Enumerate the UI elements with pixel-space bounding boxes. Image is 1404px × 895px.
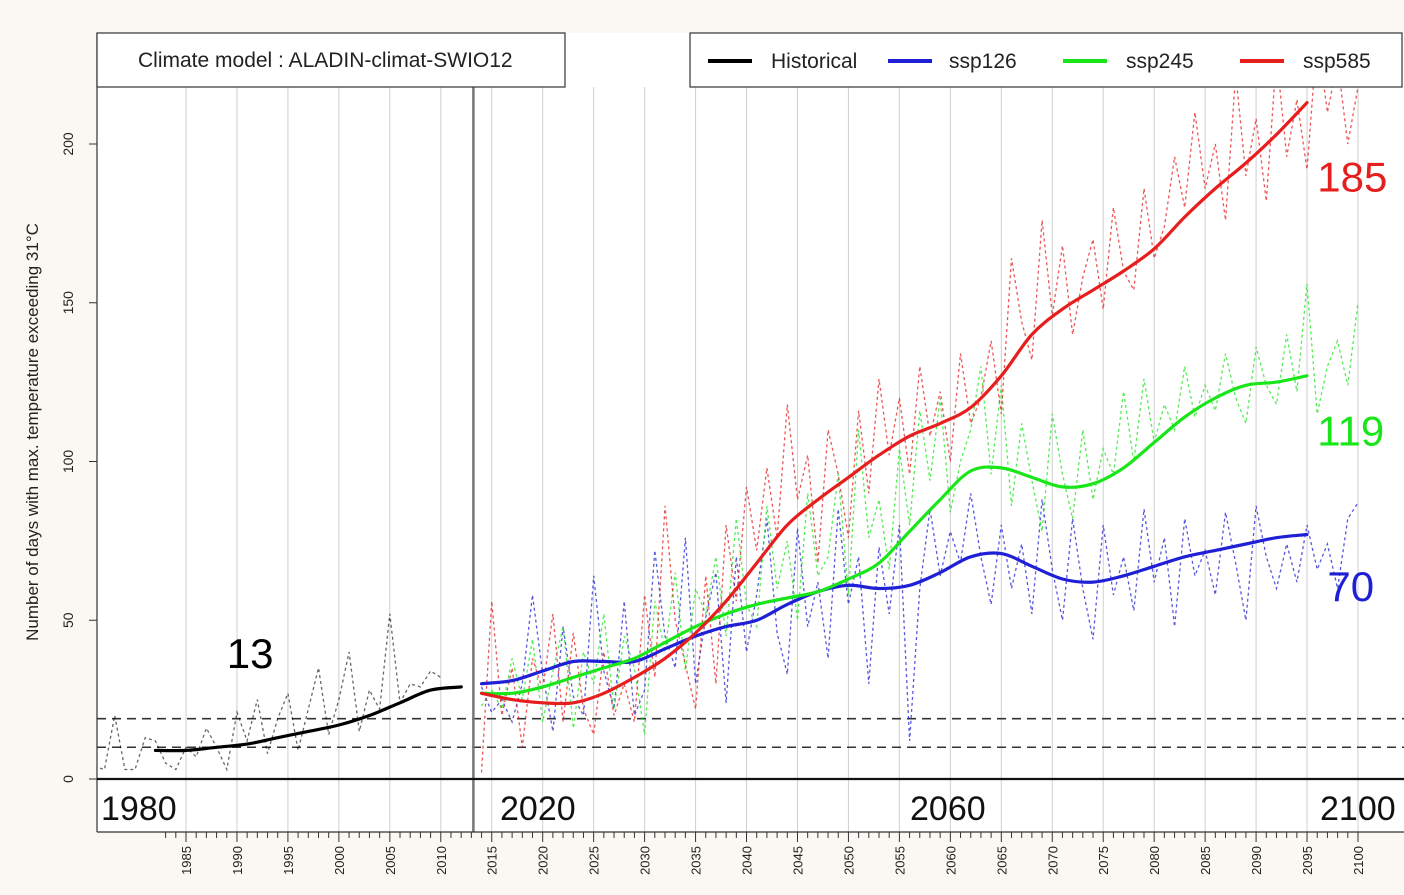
x-tick-label-1995: 1995 (281, 846, 296, 875)
legend-label-historical: Historical (771, 50, 857, 73)
label-layer: 1980 2020 2060 2100 13 185 119 70 (101, 154, 1396, 828)
x-tick-label-2090: 2090 (1249, 846, 1264, 875)
x-tick-label-2015: 2015 (485, 846, 500, 875)
x-tick-label-1990: 1990 (230, 846, 245, 875)
x-tick-label-2045: 2045 (790, 846, 805, 875)
x-tick-label-2055: 2055 (892, 846, 907, 875)
x-tick-label-2060: 2060 (943, 846, 958, 875)
annual-series-layer (97, 87, 1359, 773)
x-tick-label-2085: 2085 (1198, 846, 1213, 875)
model-label-box: Climate model : ALADIN-climat-SWIO12 (96, 32, 566, 88)
annual-line-ssp126 (480, 493, 1359, 741)
x-tick-label-2080: 2080 (1147, 846, 1162, 875)
period-label-2060: 2060 (910, 790, 986, 828)
smooth-series-layer (153, 101, 1309, 753)
y-tick-label-50: 50 (60, 612, 76, 628)
period-label-2100: 2100 (1320, 790, 1396, 828)
x-tick-label-2075: 2075 (1096, 846, 1111, 875)
y-tick-label-0: 0 (60, 775, 76, 783)
y-tick-label-150: 150 (60, 291, 76, 315)
legend-label-ssp585: ssp585 (1303, 50, 1371, 73)
period-label-2020: 2020 (500, 790, 576, 828)
x-tick-label-2065: 2065 (994, 846, 1009, 875)
y-tick-label-100: 100 (60, 450, 76, 474)
model-label: Climate model : ALADIN-climat-SWIO12 (138, 49, 513, 72)
x-tick-label-2010: 2010 (434, 846, 449, 875)
annotation-13: 13 (227, 630, 274, 677)
legend-label-ssp245: ssp245 (1126, 50, 1194, 73)
annual-line-historical (97, 613, 442, 772)
x-tick-label-1985: 1985 (179, 846, 194, 875)
smooth-line-historical (153, 685, 463, 753)
x-tick-label-2030: 2030 (638, 846, 653, 875)
legend-entry-ssp245: ssp245 (1063, 50, 1194, 73)
x-tick-label-2095: 2095 (1300, 846, 1315, 875)
x-tick-label-2040: 2040 (740, 846, 755, 875)
legend: Historical ssp126 ssp245 ssp585 (689, 32, 1403, 88)
annual-line-ssp585 (480, 87, 1359, 773)
annotation-70: 70 (1327, 563, 1374, 610)
x-tick-label-2000: 2000 (332, 846, 347, 875)
smooth-line-ssp245 (479, 374, 1309, 696)
x-tick-label-2050: 2050 (841, 846, 856, 875)
legend-entry-historical: Historical (708, 50, 857, 73)
grid-layer (97, 33, 1404, 832)
y-axis-title: Number of days with max. temperature exc… (23, 223, 42, 641)
x-tick-label-2005: 2005 (383, 846, 398, 875)
x-tick-label-2070: 2070 (1045, 846, 1060, 875)
annotation-185: 185 (1317, 154, 1387, 201)
smooth-line-ssp585 (479, 101, 1309, 706)
x-tick-label-2100: 2100 (1351, 846, 1366, 875)
y-tick-label-200: 200 (60, 132, 76, 156)
legend-entry-ssp126: ssp126 (888, 50, 1017, 73)
annual-line-ssp245 (480, 283, 1359, 735)
legend-label-ssp126: ssp126 (949, 50, 1017, 73)
axes-layer: 0 50 100 150 200 1985 1990 1995 2000 2005 2010 2015… (60, 33, 1404, 875)
period-label-1980: 1980 (101, 790, 177, 828)
x-tick-label-2020: 2020 (536, 846, 551, 875)
x-tick-label-2025: 2025 (587, 846, 602, 875)
plot-background (97, 33, 1404, 832)
annotation-119: 119 (1317, 408, 1384, 455)
x-tick-label-2035: 2035 (689, 846, 704, 875)
legend-entry-ssp585: ssp585 (1240, 50, 1371, 73)
threshold-layer (97, 717, 1404, 749)
